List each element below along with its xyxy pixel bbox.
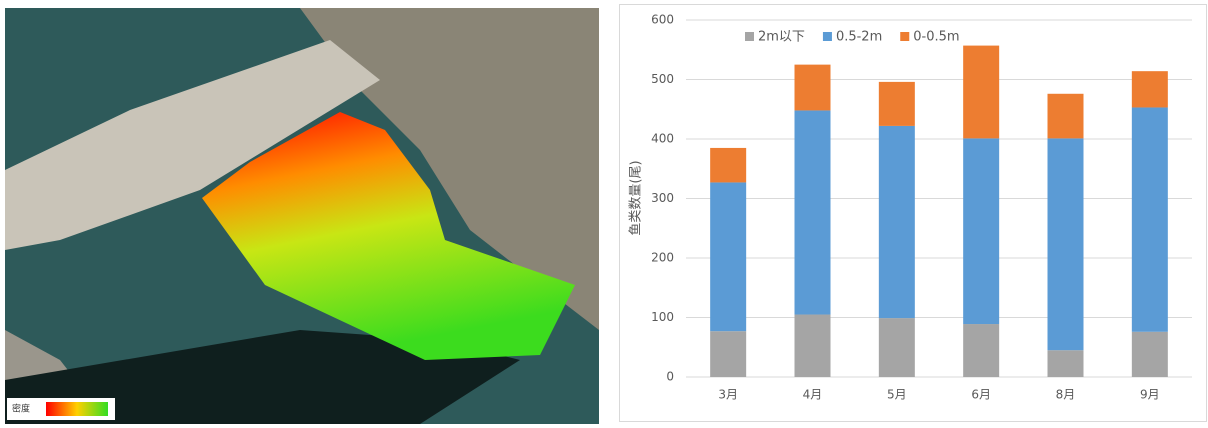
bar-segment <box>710 148 746 183</box>
map-legend-ramp <box>46 402 108 416</box>
bar-segment <box>879 82 915 126</box>
bar-segment <box>795 315 831 377</box>
bar-segment <box>963 46 999 139</box>
legend-label: 2m以下 <box>758 30 805 45</box>
x-tick-label: 8月 <box>1056 388 1076 402</box>
x-tick-label: 3月 <box>718 388 738 402</box>
bar-segment <box>710 182 746 331</box>
bar-segment <box>963 324 999 377</box>
x-tick-label: 4月 <box>803 388 823 402</box>
legend-label: 0-0.5m <box>913 30 959 45</box>
figure: 密度 鱼类数量(尾) 0 100 200 300 400 500 600 3月 4月 5月 6月 8月… <box>0 0 1208 424</box>
bar-segment <box>879 318 915 377</box>
y-axis-label: 鱼类数量(尾) <box>628 160 644 235</box>
x-tick-label: 9月 <box>1140 388 1160 402</box>
bar-segment <box>1132 332 1168 377</box>
map-legend-label: 密度 <box>12 403 30 415</box>
bar-segment <box>1132 107 1168 331</box>
bar-segment <box>963 138 999 324</box>
y-tick-label: 400 <box>651 132 674 146</box>
x-tick-label: 5月 <box>887 388 907 402</box>
bar-segment <box>879 126 915 318</box>
y-tick-label: 500 <box>651 72 674 86</box>
y-tick-label: 100 <box>651 310 674 324</box>
bar-segment <box>1048 94 1084 139</box>
page: 密度 鱼类数量(尾) 0 100 200 300 400 500 600 3月 4月 5月 6月 8月… <box>0 0 1208 428</box>
bar-segment <box>710 331 746 377</box>
bar-segment <box>1048 350 1084 377</box>
x-tick-label: 6月 <box>971 388 991 402</box>
bar-segment <box>1132 71 1168 107</box>
bar-segment <box>1048 138 1084 350</box>
y-tick-label: 300 <box>651 191 674 205</box>
legend-label: 0.5-2m <box>836 30 882 45</box>
legend-swatch <box>823 32 832 41</box>
legend-swatch <box>745 32 754 41</box>
y-tick-label: 200 <box>651 251 674 265</box>
bar-segment <box>795 65 831 111</box>
satellite-map: 密度 <box>5 8 599 424</box>
y-tick-label: 600 <box>651 13 674 27</box>
legend-swatch <box>900 32 909 41</box>
bar-segment <box>795 110 831 314</box>
y-tick-label: 0 <box>666 370 674 384</box>
